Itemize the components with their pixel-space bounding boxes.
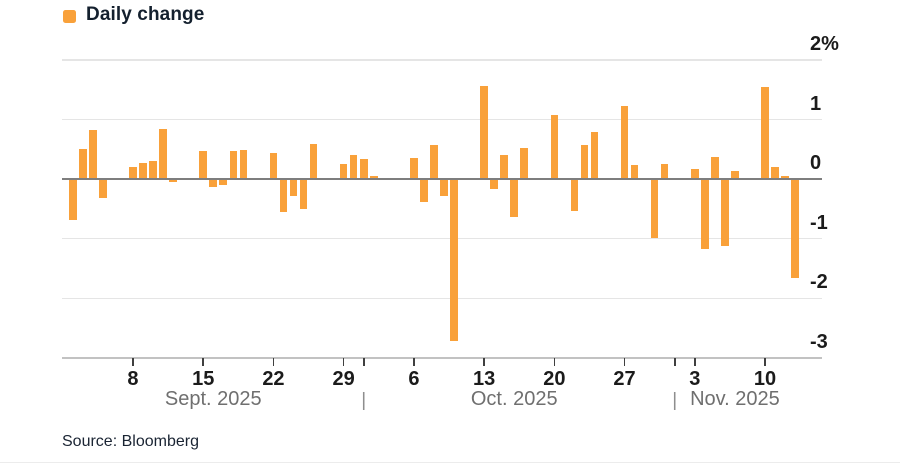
gridline	[62, 119, 822, 121]
bottom-divider	[0, 461, 900, 463]
x-axis-month-label: Sept. 2025	[164, 388, 262, 410]
daily-change-bar	[660, 163, 669, 180]
daily-change-bar	[781, 175, 789, 180]
x-axis-day-label: 22	[262, 368, 285, 390]
daily-change-bar	[209, 179, 218, 187]
x-axis-tick	[413, 358, 415, 366]
daily-change-bar	[690, 169, 699, 180]
x-axis-tick	[483, 358, 485, 366]
daily-change-bar	[349, 154, 358, 180]
x-axis-tick	[693, 358, 696, 366]
x-axis-tick	[623, 358, 626, 366]
y-axis-label: -3	[810, 331, 828, 353]
gridline	[62, 238, 822, 240]
daily-change-bar	[339, 163, 348, 180]
x-axis-day-label: 27	[613, 368, 636, 390]
y-axis-label: 0	[810, 152, 822, 175]
x-axis-day-label: 15	[192, 368, 215, 390]
month-separator: |	[361, 390, 367, 411]
daily-change-bar	[440, 179, 448, 196]
daily-change-bar	[420, 179, 428, 202]
daily-change-bar	[711, 157, 719, 180]
x-axis-day-label: 20	[543, 368, 566, 390]
legend: Daily change	[63, 3, 204, 27]
daily-change-bar	[89, 129, 97, 180]
x-axis-line	[62, 357, 822, 359]
zero-baseline	[62, 178, 822, 181]
daily-change-bar	[490, 179, 498, 189]
daily-change-bar	[159, 128, 167, 180]
daily-change-bar	[369, 175, 378, 180]
daily-change-bar	[580, 144, 589, 180]
x-axis-month-label: Nov. 2025	[690, 388, 780, 410]
daily-change-bar	[791, 179, 799, 279]
x-axis-day-label: 29	[332, 368, 355, 390]
daily-change-bar	[69, 179, 77, 221]
daily-change-bar	[650, 179, 659, 239]
daily-change-bar	[630, 165, 639, 180]
y-axis-label: 2%	[810, 33, 839, 55]
daily-change-bar	[359, 158, 368, 180]
daily-change-bar	[731, 171, 739, 180]
y-axis-label: 1	[810, 92, 822, 115]
x-axis-tick	[202, 358, 204, 366]
daily-change-bar	[129, 166, 137, 180]
month-separator-tick	[362, 358, 365, 366]
daily-change-bar	[289, 179, 298, 196]
source-attribution: Source: Bloomberg	[62, 433, 199, 450]
daily-change-bar	[721, 179, 729, 246]
y-axis-label: -2	[810, 271, 828, 294]
daily-change-bar	[299, 179, 308, 209]
x-axis-day-label: 13	[472, 368, 496, 390]
daily-change-bar	[520, 147, 529, 180]
gridline	[62, 59, 822, 61]
daily-change-bar	[620, 105, 629, 180]
daily-change-bar	[79, 148, 87, 180]
daily-change-bar	[139, 163, 147, 180]
daily-change-bar	[500, 155, 508, 180]
daily-change-bar	[99, 179, 107, 199]
daily-change-bar	[450, 179, 458, 341]
daily-change-bar	[480, 86, 488, 180]
x-axis-tick	[764, 358, 766, 366]
daily-change-bar	[199, 151, 207, 180]
daily-change-bar	[169, 179, 177, 183]
daily-change-bar	[219, 179, 228, 186]
daily-change-bar	[701, 179, 709, 249]
daily-change-bar	[510, 179, 518, 217]
x-axis-day-label: 8	[127, 368, 139, 390]
x-axis-day-label: 3	[689, 368, 701, 390]
daily-change-bar	[590, 132, 599, 180]
daily-change-bar	[269, 152, 278, 180]
x-axis-day-label: 6	[408, 368, 420, 390]
x-axis-tick	[553, 358, 556, 366]
month-separator-tick	[673, 358, 676, 366]
legend-label: Daily change	[86, 4, 205, 25]
daily-change-bar	[229, 150, 238, 180]
x-axis-tick	[272, 358, 275, 366]
gridline	[62, 297, 822, 299]
x-axis-month-label: Oct. 2025	[470, 388, 558, 410]
x-axis-day-label: 10	[753, 368, 777, 390]
daily-change-bar	[570, 179, 579, 211]
daily-change-bar	[279, 179, 288, 212]
x-axis-tick	[342, 358, 345, 366]
y-axis-label: -1	[810, 211, 828, 234]
daily-change-bar	[239, 149, 248, 180]
daily-change-bar	[149, 161, 157, 180]
legend-swatch-icon	[63, 9, 76, 23]
daily-change-bar	[761, 87, 769, 180]
daily-change-bar	[771, 166, 779, 180]
daily-change-bar	[410, 157, 418, 180]
daily-change-bar	[309, 144, 318, 180]
x-axis-tick	[132, 358, 134, 366]
daily-change-bar	[550, 115, 559, 180]
daily-change-bar	[430, 144, 438, 180]
month-separator: |	[672, 390, 678, 411]
